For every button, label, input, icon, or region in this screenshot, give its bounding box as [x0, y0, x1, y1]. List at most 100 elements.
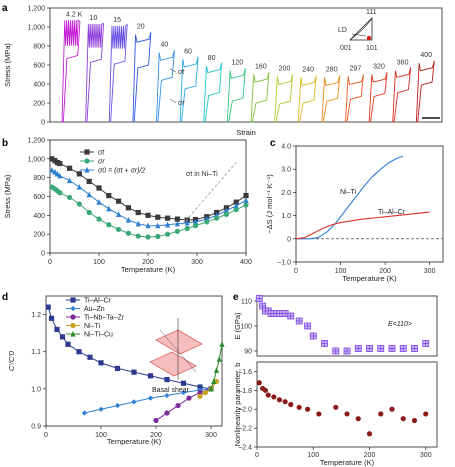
point-d-0-10: [147, 373, 154, 379]
annotation-b: σt in Ni–Ti: [186, 171, 218, 178]
legend-label-d-3: Ni–Ti: [84, 323, 101, 330]
legend-marker-b-0: [84, 149, 90, 155]
point-d-0-12: [180, 380, 187, 386]
ld-dot: [366, 35, 372, 41]
panel-e: 90 100 110 E (GPa) E<110> 0 100 200 300 –2.4 –2.2 –…: [233, 295, 438, 467]
ytick-label-b: 0: [41, 251, 45, 258]
curve-8: [250, 71, 270, 123]
point-e-bottom-8: [296, 404, 302, 410]
ytick-label-a: 200: [33, 101, 45, 108]
point-b-2-19: [214, 215, 220, 221]
point-d-2-4: [197, 389, 203, 396]
panel-d: 0 100 200 300 0.9 1.0 1.1 1.2 C'/C'0 Temperature …: [7, 295, 225, 446]
xtick-label-c: 100: [335, 268, 347, 275]
legend-marker-d-2: [70, 314, 76, 320]
stereo-arc: [349, 17, 373, 41]
point-d-0-9: [131, 369, 137, 375]
xlabel-d: Temperature (K): [107, 437, 162, 446]
point-b-0-9: [116, 198, 122, 204]
xlabel-b: Temperature (K): [121, 265, 176, 274]
legend-marker-d-0: [70, 297, 76, 303]
point-e-bottom-16: [389, 406, 395, 412]
xtick-label-e: 300: [420, 452, 432, 459]
point-e-bottom-6: [282, 399, 288, 405]
point-e-bottom-13: [355, 416, 361, 422]
ytick-label-e-bottom: –2.2: [238, 426, 252, 433]
point-e-bottom-7: [288, 401, 294, 408]
point-b-1-9: [116, 211, 122, 217]
xtick-label-e: 200: [364, 452, 376, 459]
point-b-1-16: [184, 219, 190, 226]
series-label-c-0: Ni–Ti: [340, 189, 357, 196]
curve-label-9: 200: [279, 65, 291, 72]
ytick-label-c: 3.0: [281, 167, 291, 174]
point-b-1-11: [135, 220, 141, 227]
point-b-0-22: [243, 192, 249, 199]
xtick-label-d: 300: [205, 432, 217, 439]
curve-13: [368, 71, 388, 123]
point-e-bottom-11: [333, 404, 339, 410]
point-e-bottom-9: [305, 406, 311, 412]
point-b-2-6: [86, 209, 92, 216]
panel-letter-e: e: [233, 292, 239, 303]
point-e-top-10-plus: [304, 323, 311, 329]
point-e-top-15-plus: [355, 345, 362, 352]
plot-frame-e-bottom: [256, 361, 438, 448]
pole-101: 101: [366, 45, 378, 52]
point-d-4-3: [216, 356, 222, 362]
curve-4: [156, 50, 175, 123]
point-e-top-12-plus: [321, 340, 328, 347]
point-d-0-0: [45, 304, 51, 310]
plot-frame-c: [295, 145, 444, 263]
xtick-label-e: 0: [255, 452, 259, 459]
point-d-0-1: [48, 315, 55, 321]
ylabel-a: Stress (MPa): [3, 43, 12, 87]
xtick-label-d: 0: [44, 432, 48, 439]
inset-face-2: [155, 329, 203, 355]
point-b-2-7: [96, 216, 102, 222]
sigma-r-label: σr: [178, 100, 185, 107]
inset-crystal: [149, 318, 203, 380]
ytick-label-c: 1.0: [281, 213, 291, 220]
point-b-2-13: [155, 233, 161, 240]
ytick-label-a: 400: [33, 82, 45, 89]
curve-label-3: 20: [137, 24, 145, 31]
point-d-0-5: [76, 349, 82, 355]
point-b-1-1: [52, 168, 58, 175]
annotation-e: E<110>: [388, 321, 412, 328]
legend-label-d-1: Au–Zn: [84, 306, 105, 313]
ylabel-c: −ΔS (J mol⁻¹ K⁻¹): [265, 174, 274, 234]
xtick-label-c: 0: [294, 268, 298, 275]
point-d-0-11: [164, 376, 170, 383]
ylabel-e-bottom: Nonlinearity parameter, b: [233, 363, 242, 447]
curve-label-2: 15: [113, 17, 121, 24]
series-c-1: [295, 211, 430, 240]
curve-label-4: 40: [161, 42, 169, 49]
panel-c: 0 100 200 300–1.001.02.03.04.0−ΔS (J mol⁻¹ …: [265, 144, 444, 283]
curve-label-14: 360: [397, 60, 409, 67]
point-b-2-17: [192, 223, 199, 229]
point-d-3-0: [197, 393, 203, 399]
panel-b: 0 100 200 300 400 0 200 400 600 800 1,000 1,200 Stre…: [3, 138, 252, 275]
point-b-0-7: [96, 185, 102, 191]
point-b-2-5: [76, 201, 82, 207]
curve-12: [345, 74, 364, 123]
point-e-bottom-10: [316, 411, 322, 417]
point-b-2-12: [145, 234, 151, 240]
legend-label-b-2: σ0 = (σt + σr)/2: [98, 168, 145, 175]
point-d-4-0: [208, 385, 214, 392]
inset-diagonal: [159, 329, 197, 373]
panel-a: 0 200 400 600 800 1,000 1,200 Stress (MPa) Strai…: [3, 6, 443, 137]
ld-pointer: [351, 33, 367, 37]
point-e-bottom-4: [271, 394, 277, 400]
curve-9: [274, 74, 294, 123]
point-e-bottom-18: [411, 417, 418, 424]
ytick-label-a: 1,000: [27, 25, 45, 32]
xtick-label-b: 400: [240, 259, 252, 266]
point-b-1-21: [233, 202, 239, 209]
point-e-top-18-plus: [389, 345, 395, 352]
ylabel-d: C'/C'0: [7, 350, 16, 371]
point-b-2-18: [204, 219, 210, 225]
ytick-label-e-bottom: –2.4: [238, 445, 252, 452]
